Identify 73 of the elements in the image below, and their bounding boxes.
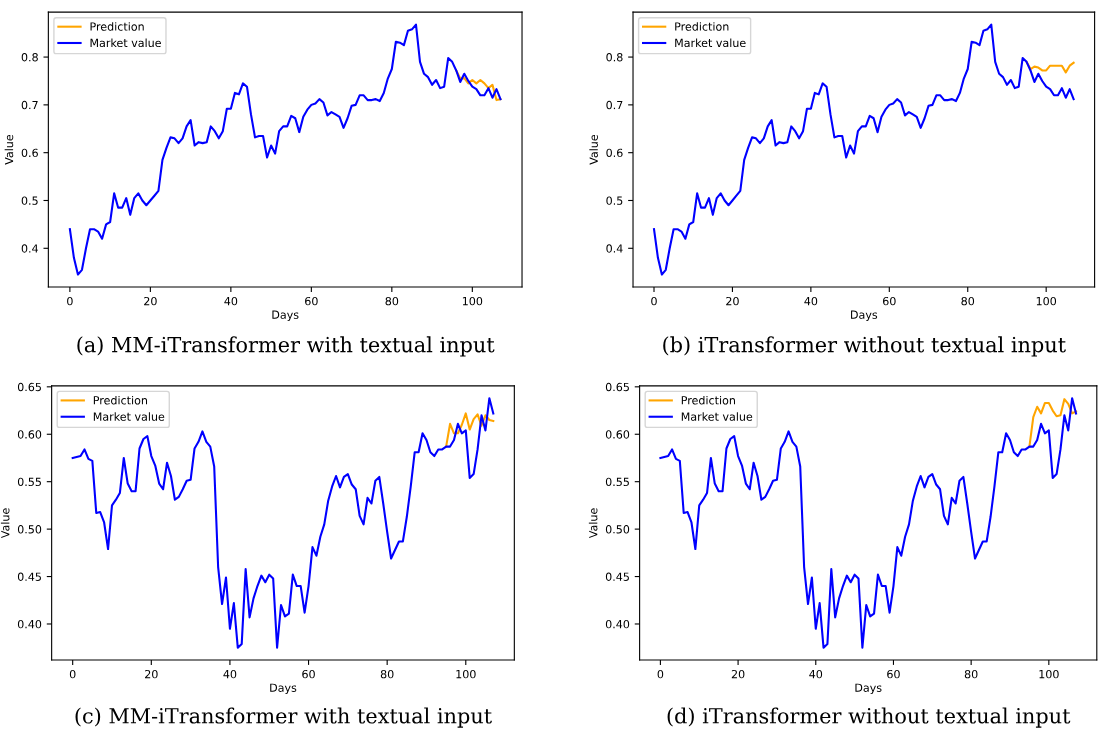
x-tick-label: 40 [223, 669, 237, 679]
legend-label: Market value [675, 38, 746, 48]
x-tick-label: 20 [726, 296, 739, 306]
x-tick-label: 40 [224, 296, 238, 306]
legend-label: Market value [93, 412, 165, 421]
y-axis-title: Value [589, 134, 598, 165]
y-tick-label: 0.4 [21, 244, 39, 253]
x-axis-title: Days [855, 683, 882, 695]
legend-label: Market value [681, 412, 753, 421]
x-tick-label: 0 [651, 296, 657, 306]
x-tick-label: 80 [385, 296, 399, 306]
y-axis-title: Value [588, 508, 598, 539]
line-series [1025, 60, 1075, 74]
y-tick-label: 0.40 [17, 619, 42, 629]
y-tick-label: 0.55 [17, 477, 41, 487]
y-tick-label: 0.45 [605, 572, 629, 581]
y-tick-label: 0.8 [21, 53, 38, 62]
x-tick-label: 20 [731, 669, 745, 679]
y-tick-label: 0.8 [606, 53, 623, 62]
x-tick-label: 60 [887, 669, 900, 679]
x-tick-label: 0 [69, 669, 76, 679]
line-series [68, 23, 502, 276]
x-tick-label: 60 [302, 669, 315, 679]
line-series [659, 397, 1078, 649]
line-series [445, 412, 495, 448]
y-tick-label: 0.4 [606, 244, 623, 253]
line-series [71, 397, 495, 649]
x-tick-label: 80 [961, 296, 975, 306]
text: (b) iTransformer without textual input [663, 336, 1066, 357]
x-tick-label: 40 [804, 296, 818, 306]
y-tick-label: 0.65 [17, 382, 41, 392]
y-tick-label: 0.60 [17, 430, 42, 439]
x-tick-label: 20 [145, 669, 158, 679]
x-tick-label: 80 [964, 669, 978, 679]
y-tick-label: 0.5 [21, 196, 38, 205]
legend-label: Prediction [675, 22, 729, 31]
y-tick-label: 0.65 [605, 382, 629, 392]
text: (a) MM-iTransformer with textual input [77, 336, 495, 357]
y-axis-title: Value [0, 508, 10, 539]
line-series [1028, 398, 1078, 448]
legend-label: Prediction [93, 395, 148, 405]
legend-label: Market value [90, 38, 161, 48]
y-tick-label: 0.50 [605, 525, 630, 534]
x-tick-label: 20 [144, 296, 157, 306]
x-tick-label: 100 [462, 296, 483, 306]
y-tick-label: 0.7 [606, 100, 623, 110]
y-tick-label: 0.50 [17, 525, 42, 534]
y-tick-label: 0.60 [605, 430, 630, 439]
text: (c) MM-iTransformer with textual input [75, 707, 492, 728]
y-tick-label: 0.6 [21, 148, 38, 158]
x-tick-label: 100 [456, 669, 476, 679]
y-tick-label: 0.7 [21, 100, 38, 110]
x-tick-label: 40 [809, 669, 823, 679]
y-tick-label: 0.55 [605, 477, 629, 487]
x-axis-title: Days [270, 683, 297, 695]
x-tick-label: 0 [657, 669, 664, 679]
x-tick-label: 100 [1039, 669, 1059, 679]
x-tick-label: 80 [380, 669, 394, 679]
text: (d) iTransformer without textual input [667, 707, 1071, 728]
y-tick-label: 0.45 [17, 572, 41, 581]
x-axis-title: Days [272, 310, 299, 322]
x-tick-label: 0 [67, 296, 73, 306]
x-tick-label: 60 [305, 296, 318, 306]
legend-label: Prediction [90, 22, 144, 31]
x-tick-label: 100 [1036, 296, 1057, 306]
y-tick-label: 0.5 [606, 196, 623, 205]
x-tick-label: 60 [883, 296, 896, 306]
y-tick-label: 0.6 [606, 148, 623, 158]
y-axis-title: Value [4, 134, 14, 165]
x-axis-title: Days [851, 310, 878, 322]
legend-label: Prediction [681, 395, 735, 405]
line-series [652, 23, 1075, 276]
y-tick-label: 0.40 [605, 619, 630, 629]
